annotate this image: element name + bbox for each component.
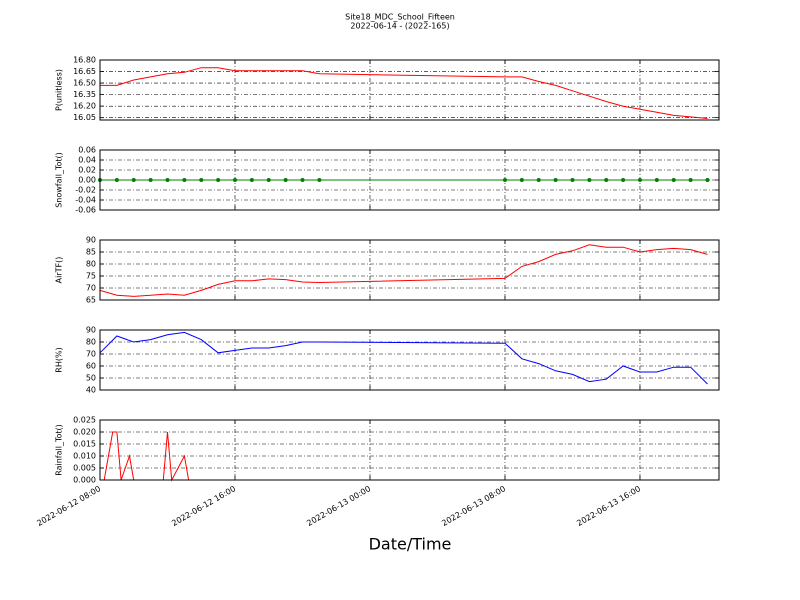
data-line (99, 244, 708, 297)
data-point (553, 178, 558, 182)
data-point (199, 178, 204, 182)
data-point (519, 178, 524, 182)
y-tick-label: 0.025 (73, 416, 96, 425)
y-tick-label: 75 (86, 272, 96, 281)
plot-area (100, 240, 719, 300)
y-tick-label: 0.000 (73, 476, 96, 485)
data-point (536, 178, 541, 182)
y-tick-label: 16.35 (73, 90, 96, 99)
y-tick-label: 80 (86, 338, 96, 347)
y-tick-label: 0.06 (78, 146, 96, 155)
y-tick-label: -0.04 (75, 196, 96, 205)
plot-frame (99, 149, 720, 211)
y-tick-label: 40 (86, 386, 96, 395)
plot-area (100, 330, 719, 390)
y-tick-label: 90 (86, 326, 96, 335)
y-tick-label: -0.02 (75, 186, 96, 195)
y-tick-label: 70 (86, 350, 96, 359)
y-tick-label: 0.010 (73, 452, 96, 461)
data-point (131, 178, 136, 182)
data-point (232, 178, 237, 182)
data-point (300, 178, 305, 182)
y-tick-label: 0.020 (73, 428, 96, 437)
data-point (604, 178, 609, 182)
y-tick-label: -0.06 (75, 206, 96, 215)
data-point (216, 178, 221, 182)
y-tick-label: 0.005 (73, 464, 96, 473)
data-point (266, 178, 271, 182)
y-axis-title: P(unitless) (55, 69, 64, 111)
y-tick-label: 0.04 (78, 156, 96, 165)
x-tick-label: 2022-06-13 16:00 (575, 484, 642, 528)
data-point (587, 178, 592, 182)
plot-frame (99, 239, 720, 301)
y-tick-label: 0.015 (73, 440, 96, 449)
y-tick-label: 16.50 (73, 79, 96, 88)
data-point (705, 178, 710, 182)
data-point (182, 178, 187, 182)
y-tick-label: 80 (86, 260, 96, 269)
data-point (148, 178, 153, 182)
y-tick-label: 50 (86, 374, 96, 383)
y-tick-label: 16.05 (73, 113, 96, 122)
y-axis-title: Snowfall_Tot() (55, 152, 64, 208)
y-tick-label: 16.80 (73, 56, 96, 65)
y-tick-label: 0.00 (78, 176, 96, 185)
y-tick-label: 70 (86, 284, 96, 293)
y-axis-title: AirTF() (55, 257, 64, 284)
plot-area (100, 60, 719, 120)
x-tick-label: 2022-06-12 08:00 (35, 484, 102, 528)
data-point (637, 178, 642, 182)
data-point (317, 178, 322, 182)
y-tick-label: 16.65 (73, 67, 96, 76)
data-point (165, 178, 170, 182)
x-tick-label: 2022-06-13 08:00 (440, 484, 507, 528)
data-point (114, 178, 119, 182)
chart-subtitle: 2022-06-14 - (2022-165) (350, 22, 449, 31)
x-axis-title: Date/Time (369, 535, 452, 554)
y-axis-title: RH(%) (55, 347, 64, 372)
plot-area (100, 420, 719, 480)
data-point (688, 178, 693, 182)
y-tick-label: 60 (86, 362, 96, 371)
data-point (249, 178, 254, 182)
data-line (99, 331, 708, 385)
data-point (283, 178, 288, 182)
plot-frame (99, 329, 720, 391)
y-tick-label: 65 (86, 296, 96, 305)
plot-frame (99, 419, 720, 481)
y-tick-label: 85 (86, 248, 96, 257)
data-point (570, 178, 575, 182)
data-point (671, 178, 676, 182)
chart-title: Site18_MDC_School_Fifteen (345, 13, 455, 22)
y-tick-label: 16.20 (73, 102, 96, 111)
data-point (654, 178, 659, 182)
y-tick-label: 0.02 (78, 166, 96, 175)
data-point (502, 178, 507, 182)
data-point (621, 178, 626, 182)
data-line (100, 67, 708, 119)
y-tick-label: 90 (86, 236, 96, 245)
y-axis-title: Rainfall_Tot() (55, 424, 64, 476)
x-tick-label: 2022-06-13 00:00 (305, 484, 372, 528)
x-tick-label: 2022-06-12 16:00 (170, 484, 237, 528)
plot-frame (99, 59, 720, 121)
